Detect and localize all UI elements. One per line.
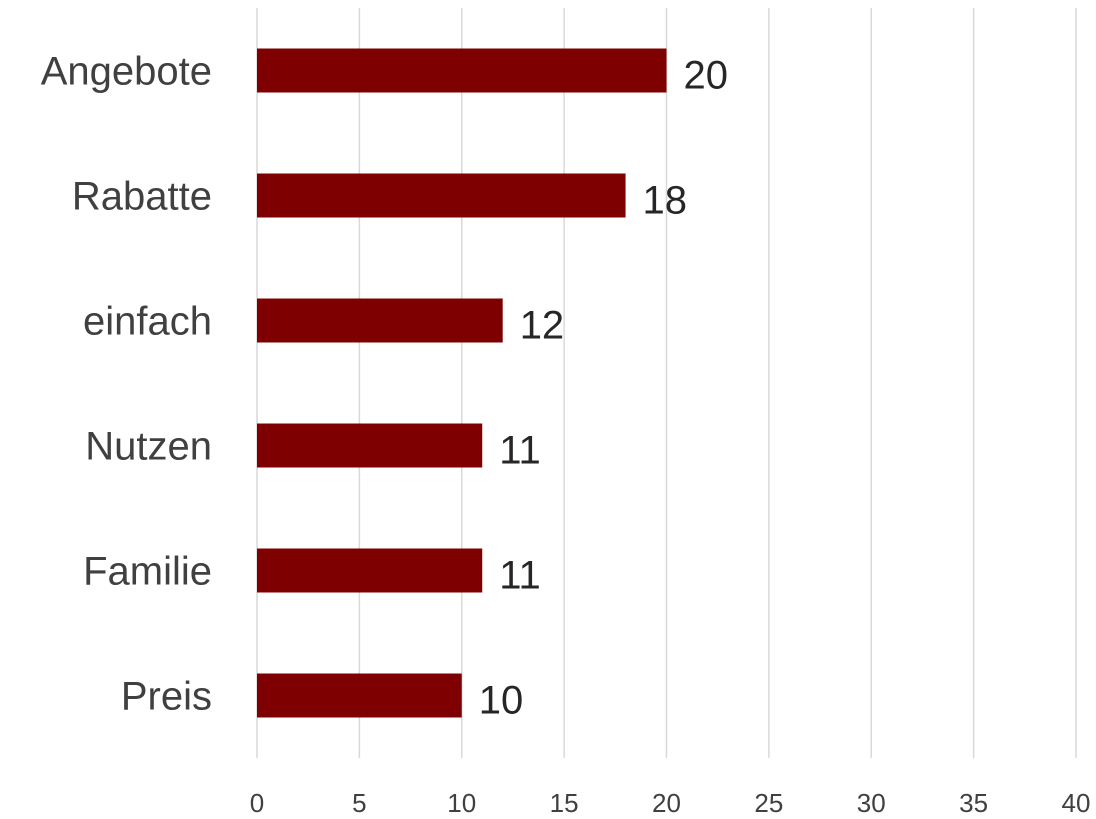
x-tick-label-20: 20 xyxy=(652,788,681,814)
x-tick-label-10: 10 xyxy=(447,788,476,814)
gridlines xyxy=(256,8,1077,758)
x-tick-label-0: 0 xyxy=(250,788,264,814)
x-axis-tick-labels: 0 5 10 15 20 25 30 35 40 xyxy=(250,788,1091,818)
bar-familie xyxy=(257,548,483,593)
data-label-angebote: 20 xyxy=(684,54,729,98)
category-label-rabatte: Rabatte xyxy=(72,175,212,219)
category-label-preis: Preis xyxy=(121,675,212,719)
data-label-einfach: 12 xyxy=(520,304,565,348)
category-label-familie: Familie xyxy=(83,550,212,594)
bar-rabatte xyxy=(257,173,626,218)
category-label-angebote: Angebote xyxy=(41,50,212,94)
data-label-preis: 10 xyxy=(479,679,524,723)
x-tick-label-15: 15 xyxy=(550,788,579,814)
bar-einfach xyxy=(257,298,503,343)
category-label-einfach: einfach xyxy=(83,300,212,344)
category-labels: Angebote Rabatte einfach Nutzen Familie Preis xyxy=(41,50,212,719)
x-tick-label-35: 35 xyxy=(959,788,988,814)
x-tick-label-25: 25 xyxy=(754,788,783,814)
data-label-nutzen: 11 xyxy=(499,429,541,473)
bars xyxy=(257,48,667,718)
data-label-rabatte: 18 xyxy=(643,179,688,223)
x-tick-label-30: 30 xyxy=(857,788,886,814)
category-label-nutzen: Nutzen xyxy=(85,425,212,469)
bar-preis xyxy=(257,673,462,718)
bar-nutzen xyxy=(257,423,483,468)
data-label-familie: 11 xyxy=(499,554,541,598)
x-tick-label-5: 5 xyxy=(352,788,366,814)
data-labels: 20 18 12 11 11 10 xyxy=(479,54,728,723)
x-tick-label-40: 40 xyxy=(1062,788,1091,814)
bar-angebote xyxy=(257,48,667,93)
